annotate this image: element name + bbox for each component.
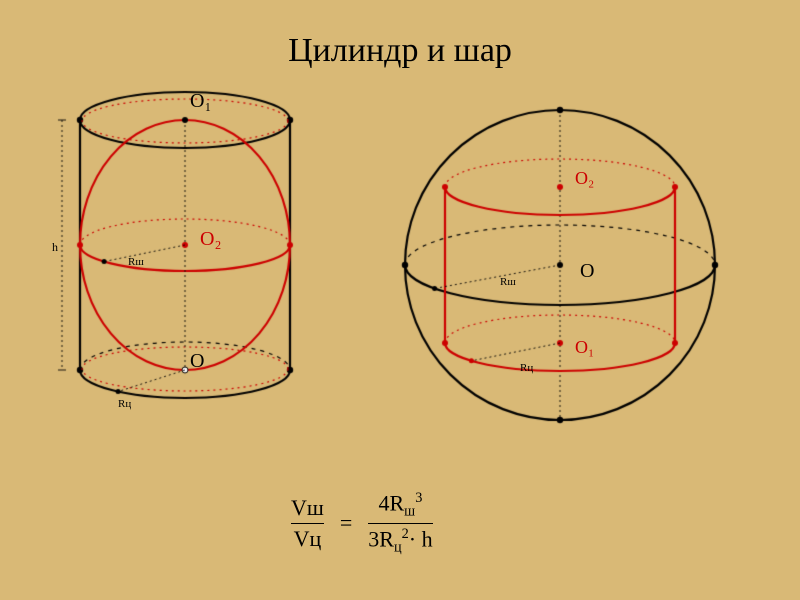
formula-left-num: Vш <box>291 495 324 521</box>
right-label-O: O <box>580 260 594 283</box>
left-label-Rc: Rц <box>118 398 131 410</box>
formula-bar-right <box>368 523 432 524</box>
formula-bar-left <box>291 523 324 524</box>
left-label-O: O <box>190 350 204 373</box>
page-title: Цилиндр и шар <box>0 32 800 70</box>
formula-right-num: 4Rш3 <box>368 490 432 521</box>
right-label-Rc: Rц <box>520 362 533 374</box>
left-label-O1: O₁ <box>190 90 211 113</box>
formula-equals: = <box>330 490 362 556</box>
volume-ratio-formula: Vш Vц = 4Rш3 3Rц2· h <box>285 490 439 556</box>
right-label-O2: O₂ <box>575 168 594 189</box>
right-label-Rsh: Rш <box>500 276 516 288</box>
formula-left-den: Vц <box>291 526 324 552</box>
left-label-Rsh: Rш <box>128 256 144 268</box>
formula-right-den: 3Rц2· h <box>368 526 432 557</box>
left-label-O2: O₂ <box>200 228 221 251</box>
left-label-h: h <box>52 240 58 255</box>
right-label-O1: O₁ <box>575 337 594 358</box>
